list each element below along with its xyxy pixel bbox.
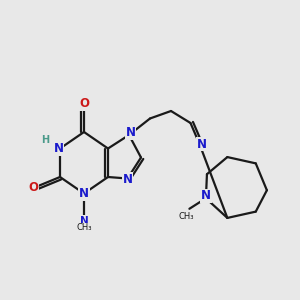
Text: N: N xyxy=(201,189,211,203)
Text: CH₃: CH₃ xyxy=(76,224,92,232)
Text: CH₃: CH₃ xyxy=(178,212,194,221)
Text: N: N xyxy=(79,187,89,200)
Text: N: N xyxy=(197,137,207,151)
Text: N: N xyxy=(53,142,64,155)
Text: O: O xyxy=(79,97,89,110)
Text: N: N xyxy=(125,126,136,139)
Text: O: O xyxy=(28,181,38,194)
Text: N: N xyxy=(80,215,88,226)
Text: N: N xyxy=(122,172,133,186)
Text: H: H xyxy=(41,135,50,145)
